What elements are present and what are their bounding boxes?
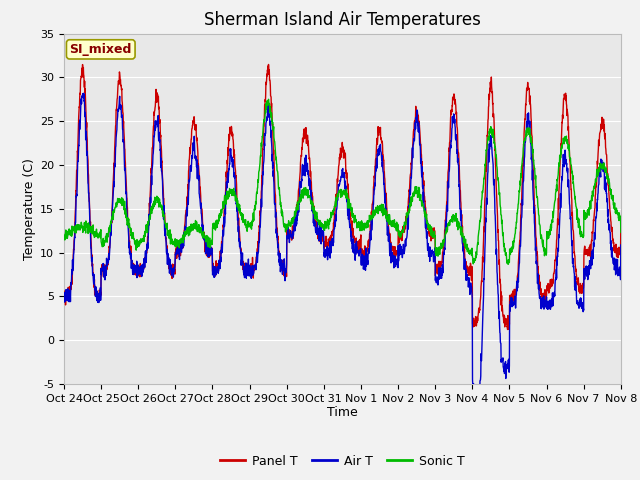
Text: SI_mixed: SI_mixed (70, 43, 132, 56)
Title: Sherman Island Air Temperatures: Sherman Island Air Temperatures (204, 11, 481, 29)
Y-axis label: Temperature (C): Temperature (C) (23, 158, 36, 260)
X-axis label: Time: Time (327, 407, 358, 420)
Legend: Panel T, Air T, Sonic T: Panel T, Air T, Sonic T (216, 450, 469, 473)
